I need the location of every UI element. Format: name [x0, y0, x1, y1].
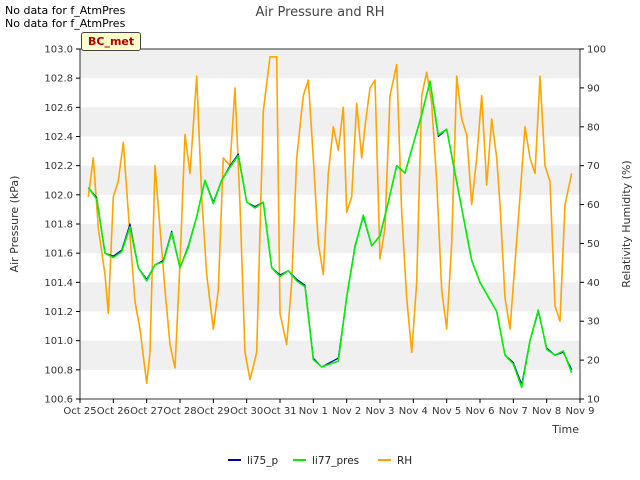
series-line-RH — [87, 55, 573, 385]
x-axis-label: Time — [551, 423, 579, 436]
y2-axis-label: Relativity Humidity (%) — [620, 160, 633, 287]
background-bands — [80, 49, 580, 370]
y-tick-label: 102.8 — [44, 74, 73, 85]
legend-label-RH: RH — [397, 455, 412, 467]
x-tick-label: Nov 7 — [499, 406, 528, 417]
grid-band — [80, 49, 580, 79]
y2-tick-label: 70 — [587, 161, 600, 172]
no-data-note-2: No data for f_AtmPres — [5, 17, 126, 30]
x-tick-label: Oct 26 — [97, 406, 130, 417]
y-tick-label: 101.0 — [44, 336, 73, 347]
y2-tick-label: 80 — [587, 122, 600, 133]
y2-tick-label: 50 — [587, 239, 600, 250]
y-tick-label: 101.8 — [44, 220, 73, 231]
x-tick-label: Nov 4 — [399, 406, 428, 417]
y2-tick-label: 90 — [587, 83, 600, 94]
y2-tick-label: 10 — [587, 395, 600, 406]
x-tick-label: Oct 31 — [263, 406, 296, 417]
y-tick-label: 101.2 — [44, 307, 73, 318]
y-tick-label: 101.6 — [44, 249, 73, 260]
x-tick-label: Nov 5 — [432, 406, 461, 417]
x-tick-label: Oct 29 — [197, 406, 230, 417]
y-tick-label: 102.6 — [44, 103, 73, 114]
plot-area — [87, 55, 573, 389]
y-tick-label: 102.0 — [44, 190, 73, 201]
y-tick-label: 102.4 — [44, 132, 73, 143]
legend-label-li77_pres: li77_pres — [312, 455, 359, 467]
grid-band — [80, 224, 580, 254]
x-tick-label: Nov 3 — [365, 406, 394, 417]
grid-band — [80, 340, 580, 370]
y-tick-label: 101.4 — [44, 278, 73, 289]
y2-tick-label: 40 — [587, 278, 600, 289]
grid-band — [80, 282, 580, 312]
grid-band — [80, 165, 580, 195]
series-line-li77_pres — [87, 80, 573, 389]
x-tick-label: Oct 27 — [130, 406, 163, 417]
x-axis: Oct 25 Oct 26 Oct 27 Oct 28 Oct 29 Oct 30 Oct … — [63, 399, 595, 417]
grid-band — [80, 107, 580, 137]
x-tick-label: Oct 25 — [63, 406, 96, 417]
x-tick-label: Nov 9 — [565, 406, 594, 417]
y-tick-label: 103.0 — [44, 45, 73, 56]
x-tick-label: Nov 8 — [532, 406, 561, 417]
y2-tick-label: 30 — [587, 317, 600, 328]
y2-tick-label: 100 — [587, 45, 606, 56]
station-badge: BC_met — [81, 32, 142, 51]
y-tick-label: 100.6 — [44, 395, 73, 406]
y2-tick-label: 60 — [587, 200, 600, 211]
legend-label-li75_p: li75_p — [247, 455, 278, 467]
x-tick-label: Nov 6 — [465, 406, 494, 417]
x-tick-label: Oct 30 — [230, 406, 263, 417]
x-tick-label: Oct 28 — [163, 406, 196, 417]
y-tick-label: 100.8 — [44, 365, 73, 376]
legend: li75_p li77_pres RH — [228, 455, 412, 467]
x-tick-label: Nov 1 — [299, 406, 328, 417]
no-data-note-1: No data for f_AtmPres — [5, 4, 126, 17]
y-axis-left: 100.6 100.8 101.0 101.2 101.4 101.6 101.8 102.0… — [44, 45, 80, 406]
y-axis-label: Air Pressure (kPa) — [8, 176, 21, 273]
x-tick-label: Nov 2 — [332, 406, 361, 417]
chart-title: Air Pressure and RH — [255, 5, 384, 20]
y-tick-label: 102.2 — [44, 161, 73, 172]
y2-tick-label: 20 — [587, 356, 600, 367]
y-axis-right: 10 20 30 40 50 60 70 80 90 100 — [580, 45, 606, 406]
